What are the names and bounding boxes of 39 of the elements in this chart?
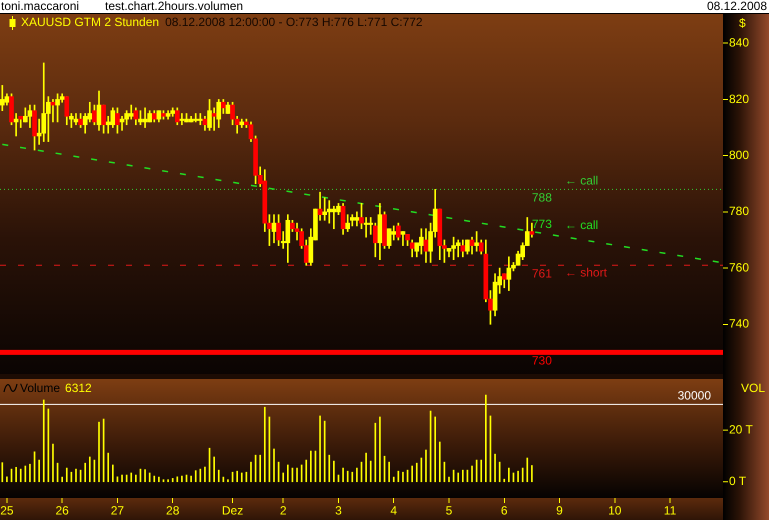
x-tick-label: 27 xyxy=(110,504,124,518)
y-tick-label: 820 xyxy=(729,92,750,106)
y2-tick-label: 0 T xyxy=(729,474,747,488)
annotation: ← short xyxy=(564,266,608,280)
x-tick-label: 6 xyxy=(500,504,508,518)
data-label: 773 xyxy=(532,216,552,231)
x-tick-label: 11 xyxy=(664,504,677,518)
chart-title: XAUUSD GTM 2 Stunden xyxy=(21,15,160,29)
chart-subtitle: 08.12.2008 12:00:00 - O:773 H:776 L:771 C:772 xyxy=(165,15,423,29)
y-tick-label: 760 xyxy=(729,260,750,274)
ref-line-label: 788 xyxy=(532,190,552,205)
x-tick-label: 3 xyxy=(335,504,342,518)
x-tick-label: 25 xyxy=(0,504,14,518)
text: $ xyxy=(739,16,746,30)
x-tick-label: 2 xyxy=(280,504,287,518)
x-tick-label: 26 xyxy=(55,504,70,518)
y-tick-label: 780 xyxy=(729,204,750,218)
candlestick xyxy=(400,231,406,246)
x-tick-label: 10 xyxy=(608,504,622,518)
x-tick-label: 5 xyxy=(446,504,453,518)
x-tick-label: 28 xyxy=(166,504,180,518)
text: toni.maccaroni xyxy=(1,0,80,13)
ref-line-label: 30000 xyxy=(678,388,712,403)
annotation: ← call xyxy=(564,174,598,188)
x-tick-label: 4 xyxy=(390,504,398,518)
y2-axis-title: VOL xyxy=(741,381,766,395)
y-tick-label: 800 xyxy=(729,148,750,162)
text: test.chart.2hours.volumen xyxy=(105,0,244,13)
y-tick-label: 740 xyxy=(729,316,750,331)
y-tick-label: 840 xyxy=(729,36,750,50)
x-tick-label: 9 xyxy=(556,504,564,518)
ref-line-label: 761 xyxy=(532,266,552,281)
x-tick-label: Dez xyxy=(222,504,244,518)
y2-tick-label: 20 T xyxy=(729,422,754,436)
annotation: ← call xyxy=(564,218,598,232)
ref-line-label: 730 xyxy=(532,354,552,368)
annotation: 6312 xyxy=(65,381,92,395)
annotation: Volume xyxy=(20,381,60,395)
text: 08.12.2008 xyxy=(706,0,767,13)
